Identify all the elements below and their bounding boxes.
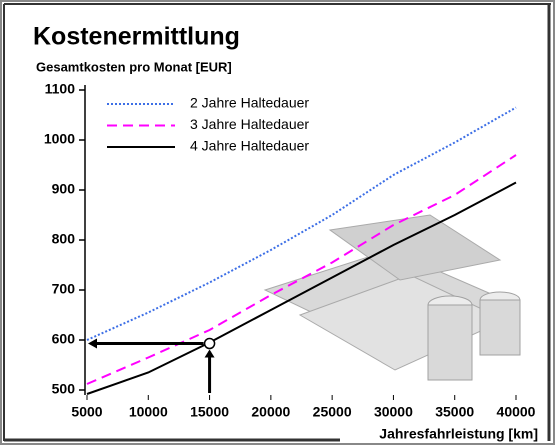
y-tick-label: 800	[52, 231, 76, 247]
chart: Kostenermittlung Gesamtkosten pro Monat …	[0, 0, 555, 445]
x-axis-label: Jahresfahrleistung [km]	[379, 426, 538, 442]
legend-label: 2 Jahre Haltedauer	[190, 95, 309, 111]
x-tick-label: 10000	[129, 404, 168, 420]
y-tick-label: 700	[52, 281, 76, 297]
x-tick-label: 25000	[313, 404, 352, 420]
chart-title: Kostenermittlung	[33, 23, 240, 51]
highlight-point	[205, 339, 215, 349]
x-tick-label: 35000	[435, 404, 474, 420]
y-tick-label: 900	[52, 181, 76, 197]
y-axis-label: Gesamtkosten pro Monat [EUR]	[36, 59, 232, 74]
x-tick-label: 30000	[374, 404, 413, 420]
y-tick-label: 1100	[45, 81, 76, 97]
y-tick-label: 500	[52, 381, 76, 397]
legend-label: 4 Jahre Haltedauer	[190, 138, 309, 154]
x-tick-label: 40000	[497, 404, 536, 420]
x-tick-label: 20000	[251, 404, 290, 420]
y-tick-label: 600	[52, 331, 76, 347]
y-tick-label: 1000	[44, 131, 75, 147]
x-tick-label: 15000	[190, 404, 229, 420]
legend-label: 3 Jahre Haltedauer	[190, 116, 309, 132]
x-tick-label: 5000	[71, 404, 102, 420]
